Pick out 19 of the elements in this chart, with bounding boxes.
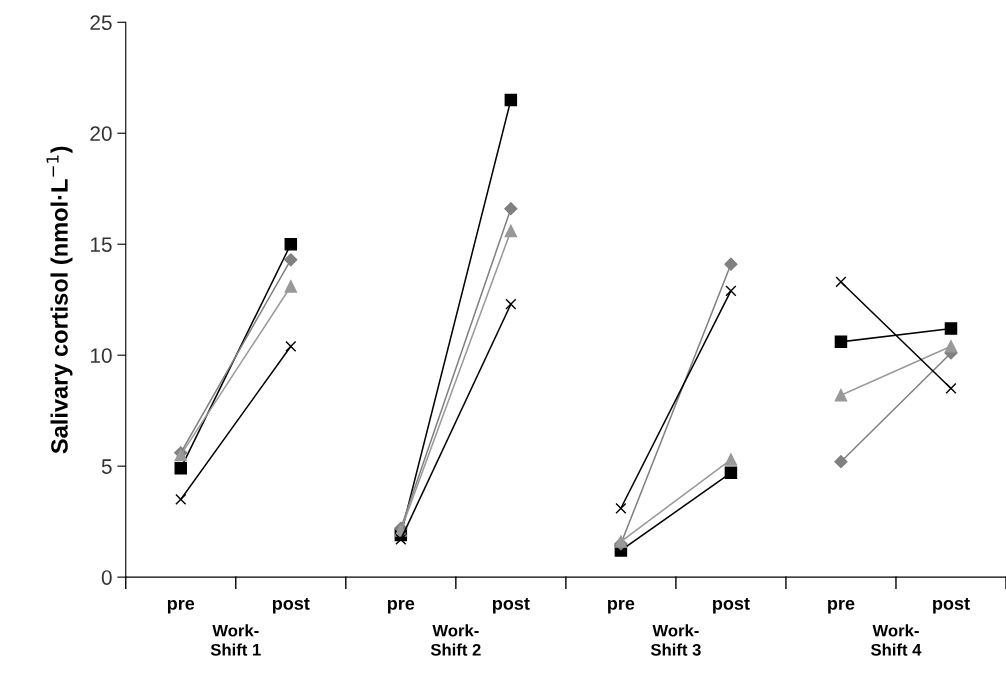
y-tick-label: 20 — [90, 126, 112, 141]
x-tick-label: post — [933, 597, 970, 614]
x-tick-label: post — [272, 597, 310, 614]
y-tick-label: 10 — [90, 348, 112, 363]
x-tick-label: pre — [167, 599, 195, 614]
text: Work- Shift 3 — [650, 624, 701, 656]
y-tick-label: 5 — [101, 459, 112, 474]
y-tick-label: 25 — [90, 15, 112, 31]
text: Work- Shift 1 — [210, 624, 261, 656]
y-tick-label: 0 — [101, 570, 112, 585]
y-axis-title: Salivary cortisol (nmol·L$^{−1}$) — [46, 146, 73, 454]
x-tick-label: pre — [608, 599, 635, 614]
x-tick-label: pre — [828, 599, 855, 614]
text: Work- Shift 4 — [870, 624, 922, 656]
x-tick-label: post — [713, 597, 750, 614]
text: Work- Shift 2 — [430, 624, 481, 656]
y-tick-label: 15 — [90, 237, 112, 252]
x-tick-label: post — [493, 597, 530, 614]
x-tick-label: pre — [387, 599, 415, 614]
